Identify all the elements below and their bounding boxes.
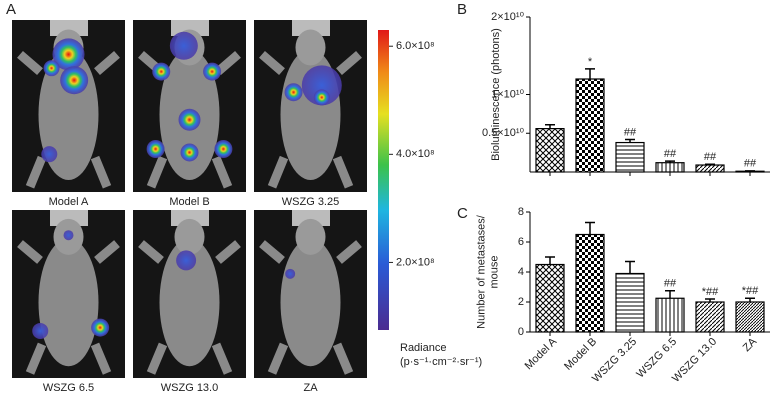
- image-holder: [171, 20, 209, 36]
- colorbar-tick-label: 4.0×10⁸: [396, 148, 435, 160]
- y-tick-label: 6: [518, 236, 524, 248]
- error-bar: [625, 260, 635, 274]
- annotation: *##: [742, 285, 759, 297]
- colorbar-unit: (p·s⁻¹·cm⁻²·sr⁻¹): [400, 356, 482, 368]
- bar: [575, 78, 605, 173]
- y-tick-label: 4: [518, 266, 524, 278]
- panel-label: B: [457, 1, 467, 18]
- signal: [284, 83, 303, 102]
- annotation: ##: [664, 278, 677, 290]
- signal: [52, 38, 85, 71]
- colorbar: [378, 30, 389, 330]
- signal: [301, 65, 342, 106]
- bar: [655, 297, 685, 333]
- annotation: *: [588, 56, 593, 68]
- bar: [535, 263, 565, 333]
- bar: [655, 162, 685, 173]
- y-tick-label: 8: [518, 206, 524, 218]
- y-tick-label: 2×10¹⁰: [491, 11, 524, 23]
- mouse-limbs: [259, 50, 362, 189]
- signal: [313, 89, 330, 106]
- mouse-head: [295, 218, 326, 255]
- y-axis-label: Bioluminescence (photons): [490, 28, 502, 161]
- mouse-limbs: [17, 240, 120, 375]
- mouse-head: [295, 29, 326, 66]
- y-tick-label: 2: [518, 296, 524, 308]
- signal: [178, 108, 201, 131]
- image-label: WSZG 13.0: [161, 382, 218, 394]
- error-bar: [625, 138, 635, 143]
- mouse-head: [174, 218, 205, 255]
- signal: [285, 268, 296, 279]
- mouse-body: [159, 238, 220, 367]
- mouse-limbs: [259, 240, 362, 375]
- colorbar-label: Radiance: [400, 342, 446, 354]
- signal: [152, 62, 171, 81]
- bar: [695, 164, 725, 173]
- image-label: ZA: [303, 382, 318, 394]
- image-holder: [292, 210, 330, 226]
- signal: [43, 60, 60, 77]
- colorbar-tick-label: 2.0×10⁸: [396, 256, 435, 268]
- signal: [91, 318, 110, 337]
- image-holder: [50, 20, 88, 36]
- image-label: Model A: [49, 196, 89, 208]
- mouse-limbs: [17, 50, 120, 189]
- image-holder: [171, 210, 209, 226]
- annotation: ##: [744, 158, 757, 170]
- signal: [176, 250, 197, 271]
- error-bar: [585, 68, 595, 79]
- y-tick-label: 0.5×10¹⁰: [482, 127, 525, 139]
- panel-label: C: [457, 205, 468, 222]
- error-bar: [545, 256, 555, 265]
- colorbar-tick-label: 6.0×10⁸: [396, 40, 435, 52]
- error-bar: [705, 163, 715, 166]
- signal: [214, 140, 233, 158]
- signal: [146, 140, 165, 158]
- error-bar: [545, 123, 555, 129]
- error-bar: [665, 290, 675, 299]
- x-tick-label: ZA: [741, 335, 760, 354]
- signal: [63, 230, 74, 241]
- mouse-limbs: [138, 50, 241, 189]
- signal: [169, 31, 198, 60]
- y-tick-label: 1×10¹⁰: [491, 88, 524, 100]
- error-bar: [705, 298, 715, 302]
- bar: [535, 128, 565, 173]
- image-holder: [292, 20, 330, 36]
- error-bar: [665, 160, 675, 163]
- mouse-body: [38, 238, 99, 367]
- image-holder: [50, 210, 88, 226]
- y-axis-label: Number of metastases/: [475, 214, 487, 329]
- annotation: *##: [702, 286, 719, 298]
- annotation: ##: [624, 126, 637, 138]
- y-axis-label: mouse: [488, 255, 500, 288]
- bar: [615, 272, 645, 333]
- annotation: ##: [704, 151, 717, 163]
- x-tick-label: Model A: [523, 335, 560, 372]
- bar: [695, 301, 725, 333]
- mouse-body: [280, 238, 341, 367]
- image-label: WSZG 6.5: [43, 382, 94, 394]
- signal: [203, 62, 222, 81]
- y-tick-label: 0: [518, 326, 524, 338]
- bar: [735, 301, 765, 333]
- annotation: ##: [664, 148, 677, 160]
- x-tick-label: Model B: [562, 336, 599, 373]
- mouse-limbs: [138, 240, 241, 375]
- bar: [615, 141, 645, 173]
- signal: [32, 322, 49, 339]
- error-bar: [745, 297, 755, 302]
- image-label: WSZG 3.25: [282, 196, 339, 208]
- image-label: Model B: [169, 196, 209, 208]
- signal: [41, 146, 58, 163]
- error-bar: [585, 221, 595, 235]
- signal: [60, 66, 89, 95]
- bar: [575, 233, 605, 333]
- signal: [180, 143, 199, 162]
- panel-label: A: [6, 1, 16, 18]
